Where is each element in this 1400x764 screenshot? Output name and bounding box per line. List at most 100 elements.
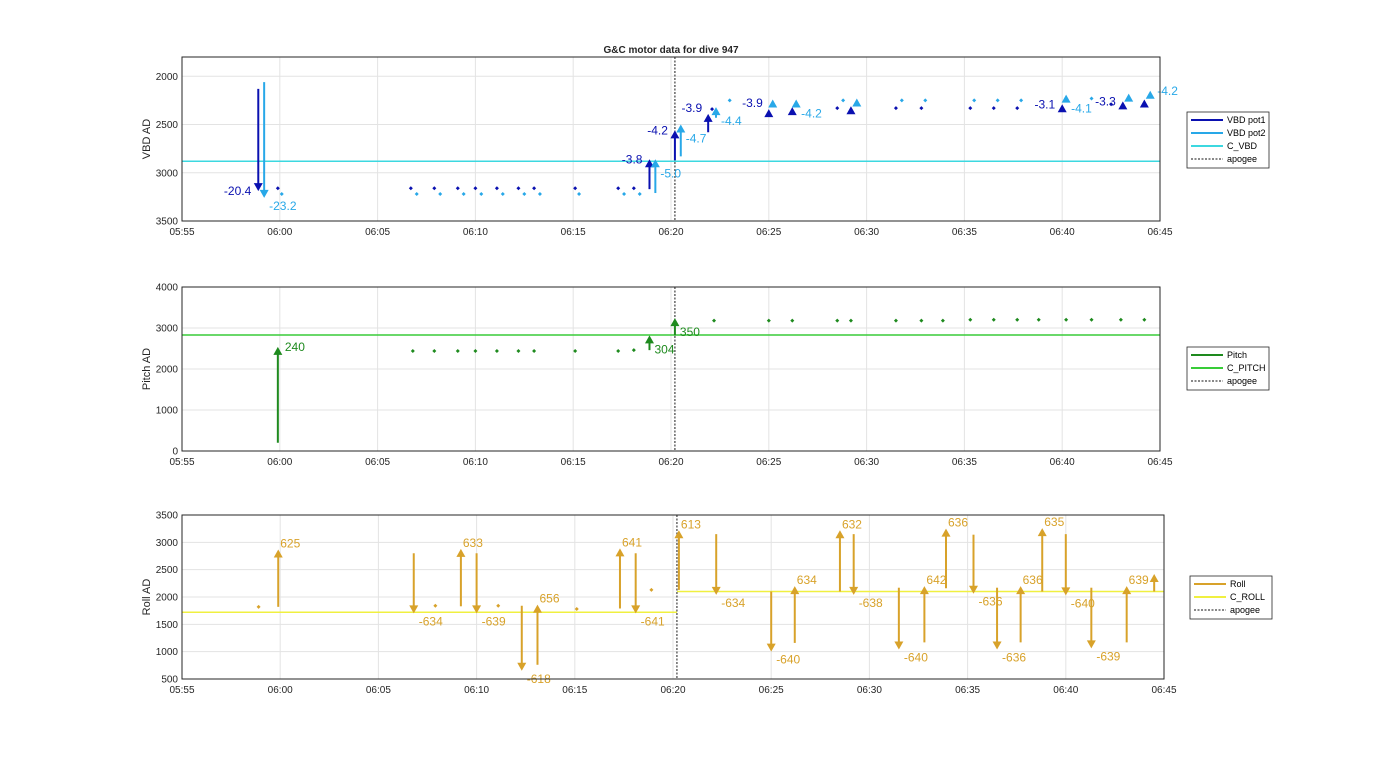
- move-arrow-head: [791, 99, 801, 108]
- y-tick-label: 2000: [156, 365, 179, 376]
- move-label: -638: [859, 596, 883, 610]
- move-label: 642: [926, 573, 946, 587]
- data-point: [991, 317, 996, 322]
- move-arrow-head: [703, 113, 713, 122]
- data-point: [727, 98, 732, 103]
- data-point: [1036, 317, 1041, 322]
- data-point: [1015, 317, 1020, 322]
- move-label: 613: [681, 517, 701, 531]
- x-tick-label: 06:45: [1147, 227, 1172, 238]
- y-axis-label: Pitch AD: [141, 348, 153, 390]
- move-label: -640: [1071, 596, 1095, 610]
- move-arrow-head: [1149, 574, 1159, 583]
- move-arrow-head: [768, 99, 778, 108]
- move-arrow-head: [259, 189, 269, 198]
- move-arrow-head: [1086, 640, 1096, 649]
- move-label: -3.9: [681, 101, 702, 115]
- data-point: [1142, 317, 1147, 322]
- move-arrow-head: [968, 585, 978, 594]
- data-point: [893, 106, 898, 111]
- data-point: [712, 318, 717, 323]
- data-point: [790, 318, 795, 323]
- axes-frame: [181, 286, 1161, 452]
- data-point: [516, 348, 521, 353]
- y-tick-label: 3500: [156, 217, 179, 228]
- move-label: -641: [641, 614, 665, 628]
- y-tick-label: 1000: [156, 406, 179, 417]
- legend-entry: C_PITCH: [1227, 363, 1266, 373]
- data-point: [455, 186, 460, 191]
- x-tick-label: 06:25: [759, 685, 784, 696]
- data-point: [835, 318, 840, 323]
- y-tick-label: 1500: [156, 620, 179, 631]
- data-point: [841, 98, 846, 103]
- move-label: 633: [463, 536, 483, 550]
- x-tick-label: 06:25: [756, 457, 781, 468]
- move-arrow-head: [644, 335, 654, 344]
- move-label: -640: [776, 653, 800, 667]
- data-point: [631, 186, 636, 191]
- move-arrow-head: [835, 530, 845, 539]
- data-point: [1064, 317, 1069, 322]
- move-arrow-head: [1118, 101, 1128, 110]
- move-label: 639: [1129, 573, 1149, 587]
- move-label: 636: [1023, 573, 1043, 587]
- data-point: [649, 587, 654, 592]
- move-arrow-head: [517, 662, 527, 671]
- x-tick-label: 06:05: [366, 685, 391, 696]
- panel-3: 05:55 06:00 06:05 06:10 06:15 06:20 06:25 06:30…: [141, 511, 1273, 696]
- y-tick-label: 0: [172, 447, 178, 458]
- data-point: [414, 191, 419, 196]
- data-point: [893, 318, 898, 323]
- x-tick-label: 06:15: [561, 227, 586, 238]
- x-tick-label: 06:45: [1151, 685, 1176, 696]
- x-tick-label: 06:20: [658, 227, 683, 238]
- data-point: [522, 191, 527, 196]
- data-point: [532, 348, 537, 353]
- data-point: [256, 604, 261, 609]
- x-tick-label: 06:00: [268, 685, 293, 696]
- data-point: [766, 318, 771, 323]
- move-arrow-head: [766, 643, 776, 652]
- data-point: [494, 186, 499, 191]
- data-point: [1089, 96, 1094, 101]
- move-label: -3.1: [1035, 97, 1056, 111]
- y-tick-label: 2500: [156, 565, 179, 576]
- data-point: [433, 603, 438, 608]
- move-arrow-head: [644, 159, 654, 168]
- move-label: 304: [654, 342, 674, 356]
- data-point: [432, 348, 437, 353]
- move-arrow-head: [670, 130, 680, 139]
- x-tick-label: 05:55: [169, 685, 194, 696]
- move-label: -3.3: [1095, 94, 1116, 108]
- data-point: [923, 98, 928, 103]
- move-label: -640: [904, 650, 928, 664]
- move-label: -5.0: [660, 166, 681, 180]
- data-point: [848, 318, 853, 323]
- data-point: [940, 318, 945, 323]
- data-point: [532, 186, 537, 191]
- data-point: [1015, 106, 1020, 111]
- x-tick-label: 06:25: [756, 227, 781, 238]
- move-label: -4.1: [1071, 102, 1092, 116]
- x-tick-label: 06:15: [562, 685, 587, 696]
- panels: 05:55 06:00 06:05 06:10 06:15 06:20 06:25 06:30…: [141, 56, 1273, 696]
- x-tick-label: 06:30: [854, 457, 879, 468]
- move-arrow-head: [273, 549, 283, 558]
- x-tick-label: 06:35: [952, 227, 977, 238]
- data-point: [537, 191, 542, 196]
- x-tick-label: 06:35: [952, 457, 977, 468]
- move-label: -4.7: [686, 132, 707, 146]
- x-tick-label: 06:35: [955, 685, 980, 696]
- move-arrow-head: [894, 641, 904, 650]
- legend-entry: VBD pot2: [1227, 128, 1266, 138]
- move-label: 625: [280, 536, 300, 550]
- move-arrow-head: [650, 159, 660, 168]
- y-tick-label: 3000: [156, 324, 179, 335]
- x-tick-label: 06:00: [267, 457, 292, 468]
- move-label: 641: [622, 535, 642, 549]
- x-tick-label: 06:40: [1050, 457, 1075, 468]
- x-tick-label: 06:20: [660, 685, 685, 696]
